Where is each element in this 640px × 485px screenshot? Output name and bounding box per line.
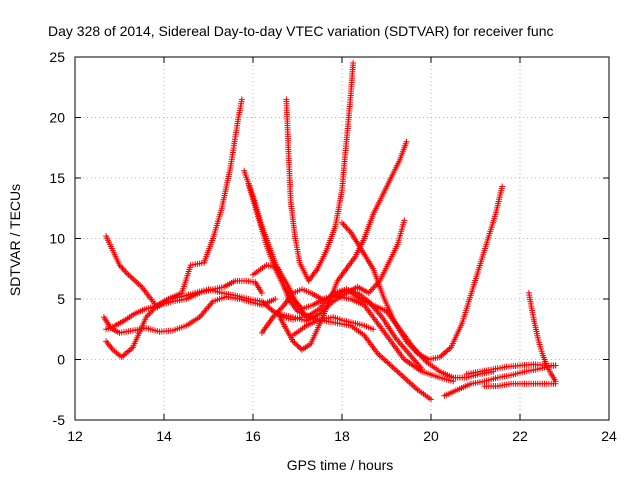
series-markers <box>274 217 408 324</box>
series-line <box>105 99 243 309</box>
series-markers <box>525 289 559 385</box>
x-tick-label: 16 <box>245 428 261 444</box>
y-tick-label: 20 <box>49 110 65 126</box>
series-markers <box>481 380 559 390</box>
series-markers <box>339 183 506 363</box>
grid <box>75 57 609 420</box>
series-markers <box>103 277 265 333</box>
series-markers <box>245 181 457 385</box>
x-tick-label: 22 <box>512 428 528 444</box>
y-tick-label: 5 <box>57 291 65 307</box>
y-tick-label: 0 <box>57 352 65 368</box>
series-markers <box>103 286 305 361</box>
chart-title: Day 328 of 2014, Sidereal Day-to-day VTE… <box>48 23 554 39</box>
series-markers <box>103 96 245 311</box>
series-arc-11 <box>274 217 408 324</box>
y-axis-label: SDTVAR / TECUs <box>7 184 23 296</box>
x-tick-label: 12 <box>67 428 83 444</box>
y-tick-label: 10 <box>49 231 65 247</box>
series-arc-8 <box>250 262 497 381</box>
series-arc-12 <box>290 314 377 339</box>
series-arc-3 <box>103 286 305 361</box>
x-tick-label: 18 <box>334 428 350 444</box>
series-arc-9 <box>283 60 357 284</box>
tick-labels: 12 14 16 18 20 22 24 -5 0 5 10 15 20 25 <box>49 49 617 444</box>
x-tick-label: 20 <box>423 428 439 444</box>
x-tick-label: 24 <box>601 428 617 444</box>
axis-ticks <box>74 56 610 421</box>
y-tick-label: -5 <box>53 412 66 428</box>
series-arc-13 <box>339 183 506 363</box>
series-arc-4 <box>103 277 265 333</box>
series-arc-1 <box>103 96 245 311</box>
series-markers <box>250 262 497 381</box>
x-tick-label: 14 <box>156 428 172 444</box>
series-arc-16 <box>481 380 559 390</box>
y-tick-label: 25 <box>49 49 65 65</box>
series-arc-6 <box>245 181 457 385</box>
series-group <box>100 60 559 403</box>
series-arc-17 <box>525 289 559 385</box>
series-markers <box>283 60 357 284</box>
series-markers <box>290 314 377 339</box>
x-axis-label: GPS time / hours <box>287 457 394 473</box>
y-tick-label: 15 <box>49 170 65 186</box>
